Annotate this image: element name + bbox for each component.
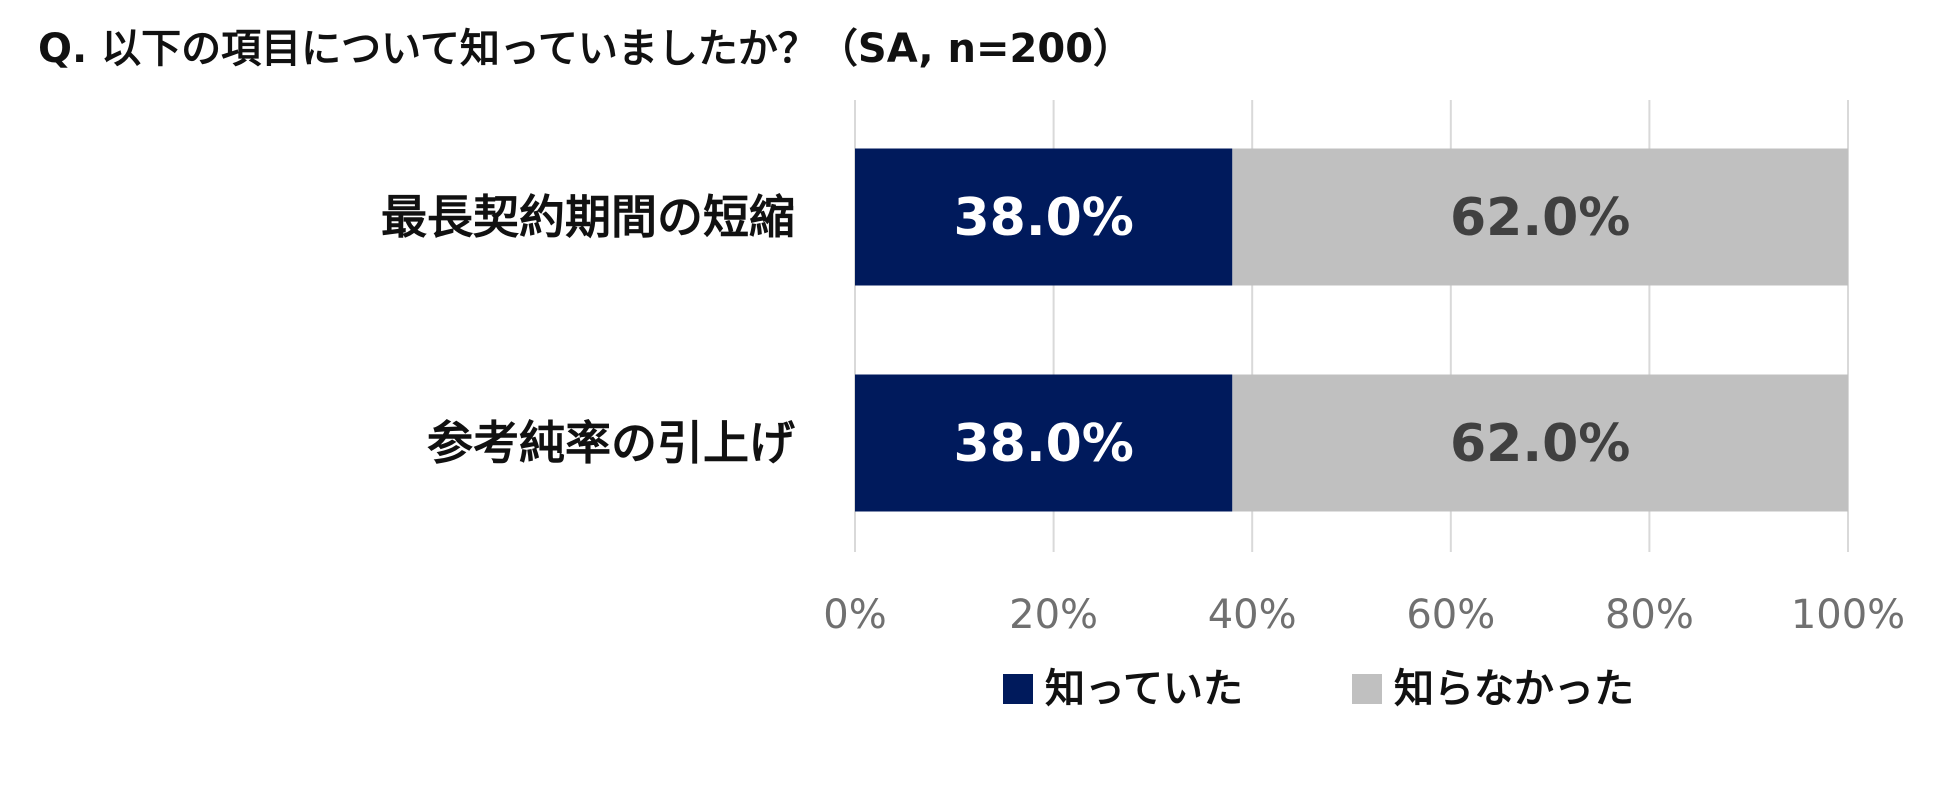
bar-0-1 (1232, 148, 1848, 286)
bar-1-1 (1232, 374, 1848, 512)
x-tick-label-2: 40% (1208, 592, 1297, 638)
x-tick-label-5: 100% (1791, 592, 1905, 638)
x-tick-label-4: 80% (1605, 592, 1694, 638)
legend-label-0: 知っていた (1045, 666, 1243, 712)
bar-0-0 (855, 148, 1233, 286)
legend-label-1: 知らなかった (1394, 666, 1634, 712)
data-label-0-1: 62.0% (1450, 188, 1630, 248)
x-tick-label-1: 20% (1009, 592, 1098, 638)
category-label-1: 参考純率の引上げ (427, 416, 795, 470)
bar-1-0 (855, 374, 1233, 512)
data-label-1-0: 38.0% (953, 414, 1133, 474)
x-tick-label-0: 0% (823, 592, 886, 638)
data-label-0-0: 38.0% (953, 188, 1133, 248)
category-label-0: 最長契約期間の短縮 (381, 190, 795, 244)
chart-title: Q. 以下の項目について知っていましたか？（SA, n=200） (38, 26, 1134, 72)
x-tick-label-3: 60% (1406, 592, 1495, 638)
data-label-1-1: 62.0% (1450, 414, 1630, 474)
legend-swatch-0 (1003, 674, 1033, 704)
legend-swatch-1 (1352, 674, 1382, 704)
